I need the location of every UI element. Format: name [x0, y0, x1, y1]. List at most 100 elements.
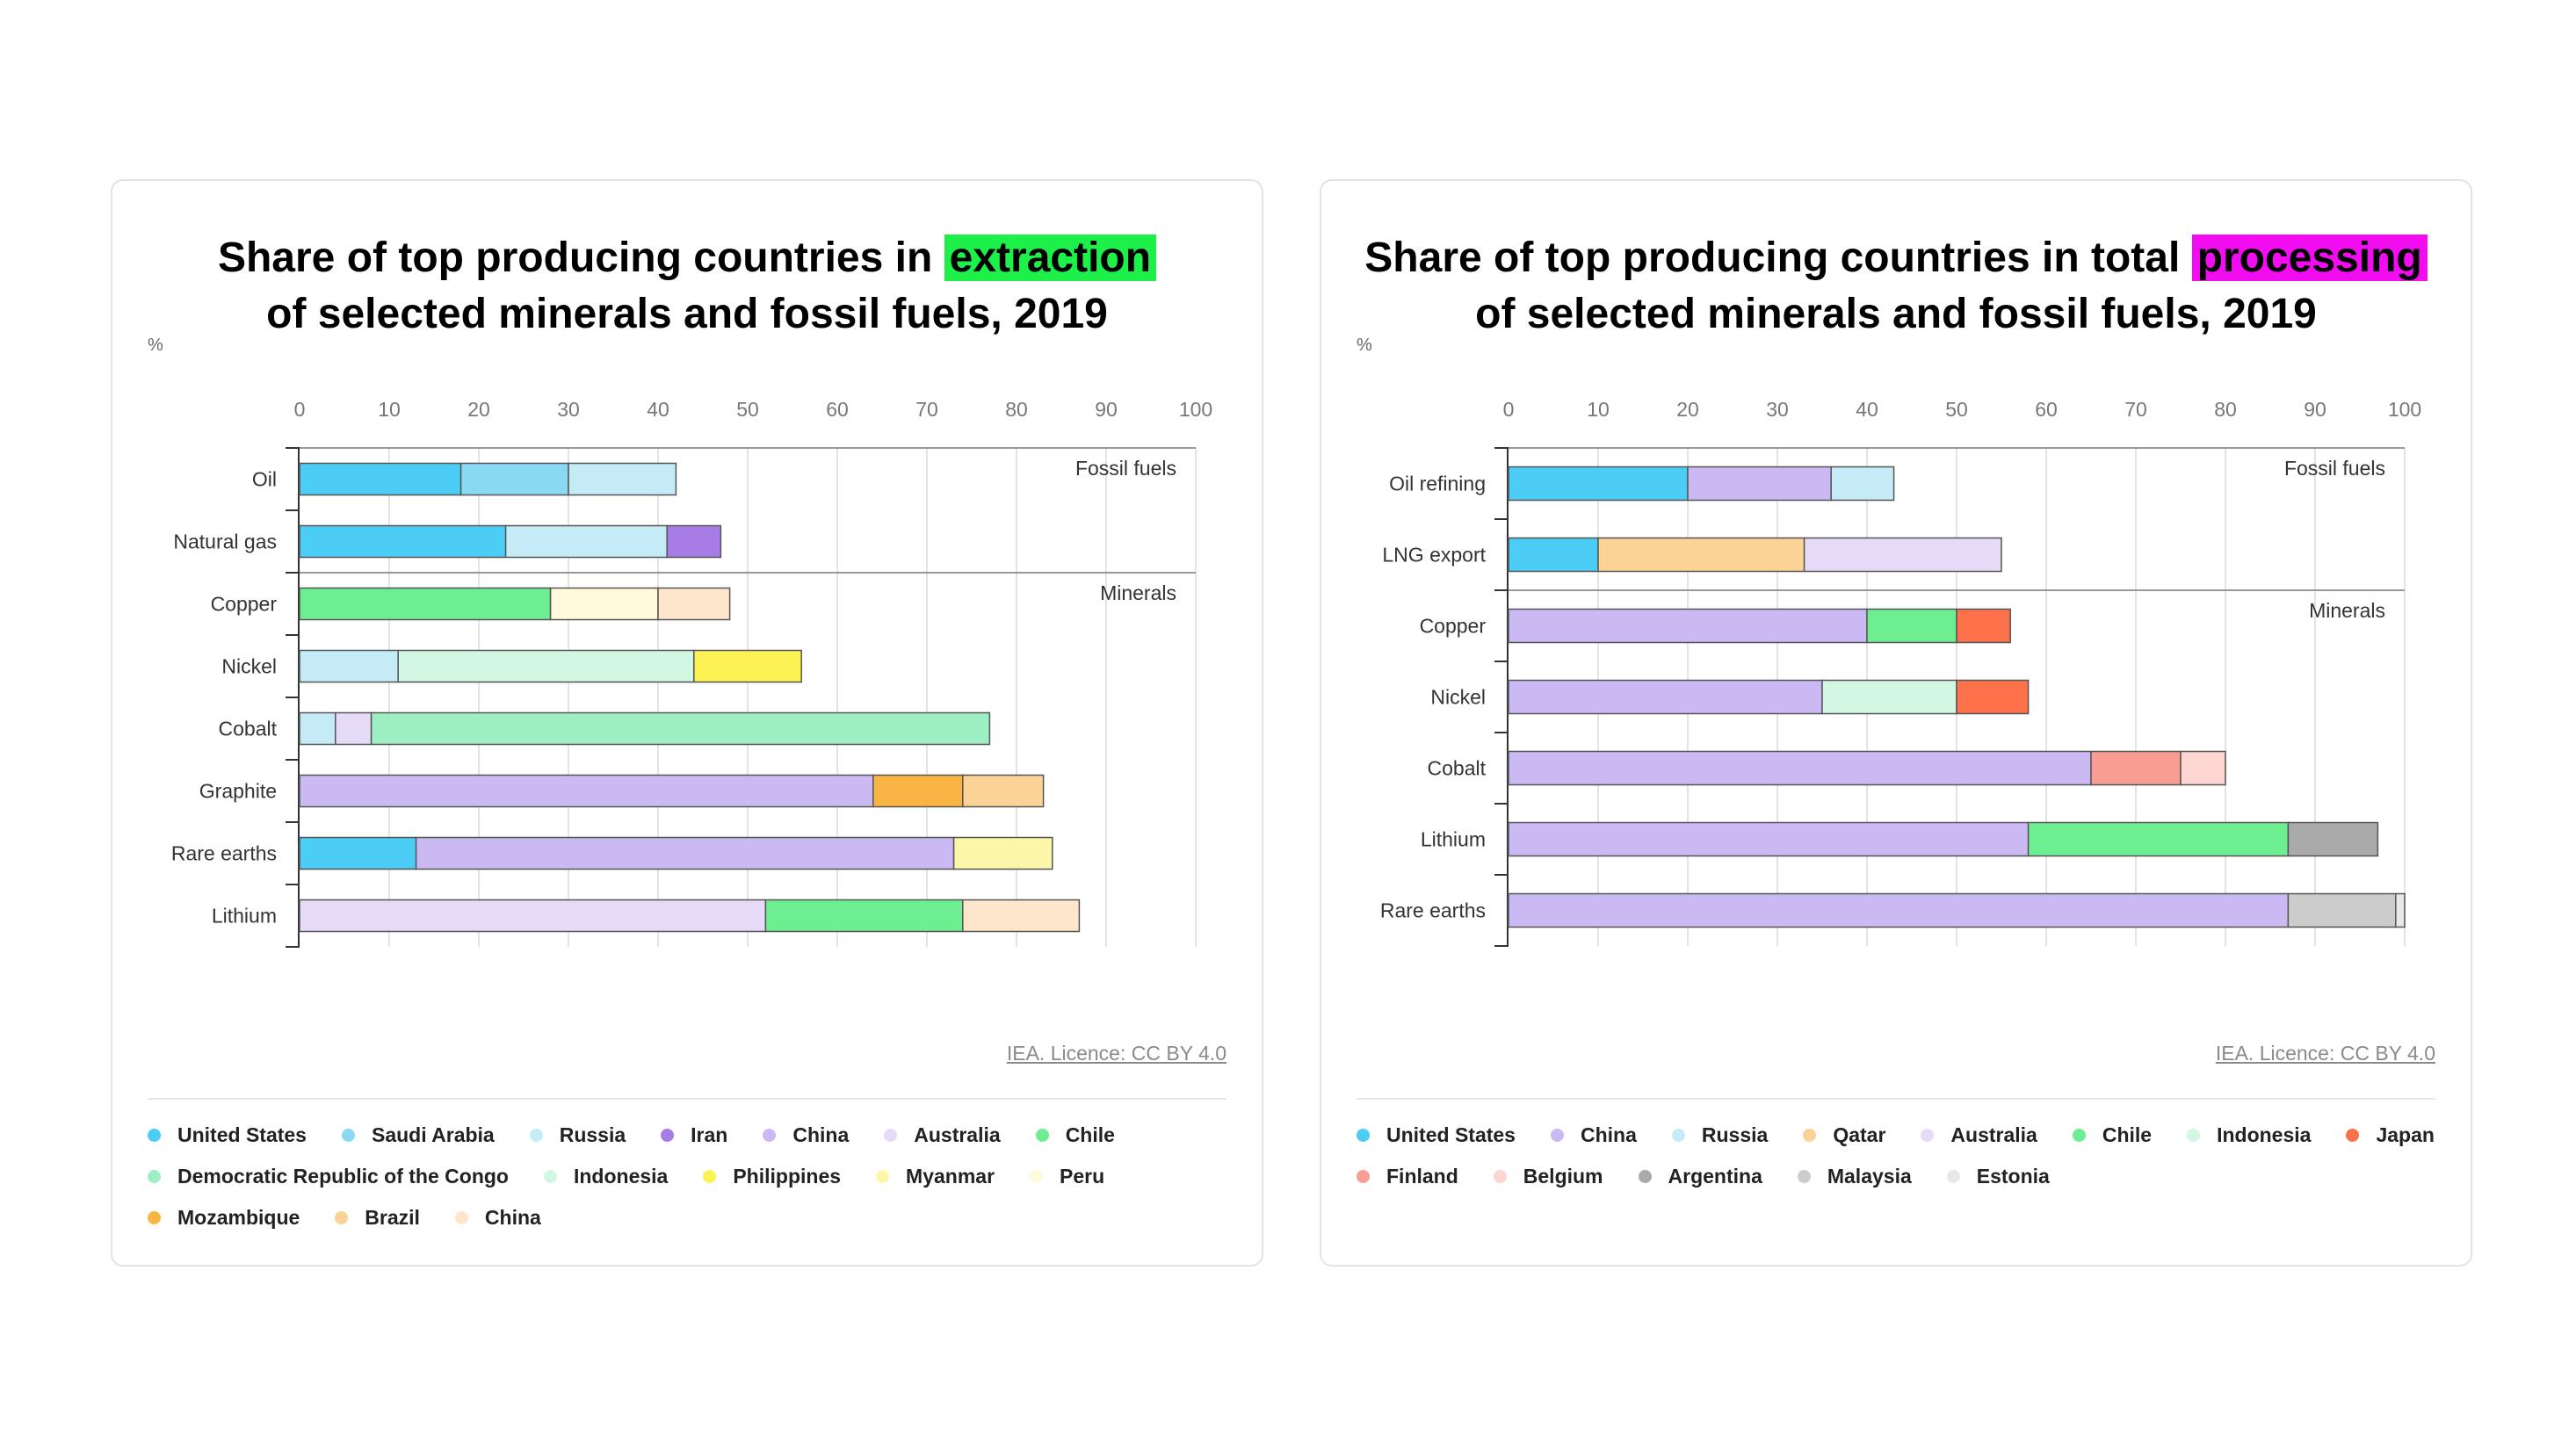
legend-item-democratic-republic-of-the-congo[interactable]: Democratic Republic of the Congo — [148, 1164, 509, 1189]
legend-label: United States — [1386, 1123, 1516, 1146]
x-tick-label: 50 — [1945, 398, 1968, 421]
bar-rare-earths-china — [1508, 892, 2290, 928]
legend-item-indonesia[interactable]: Indonesia — [543, 1164, 669, 1189]
processing-chart-card: Share of top producing countries in tota… — [1320, 179, 2472, 1267]
legend-item-chile[interactable]: Chile — [2072, 1123, 2153, 1148]
bar-nickel-indonesia — [397, 649, 695, 683]
bar-lng-export-united-states — [1508, 537, 1599, 573]
legend-label: Argentina — [1668, 1165, 1762, 1188]
legend-item-saudi-arabia[interactable]: Saudi Arabia — [341, 1123, 495, 1148]
bar-oil-saudi-arabia — [459, 462, 569, 496]
category-label-natural-gas: Natural gas — [173, 531, 277, 553]
x-tick-label: 80 — [1005, 398, 1028, 421]
legend-item-argentina[interactable]: Argentina — [1638, 1164, 1762, 1189]
legend-label: Indonesia — [573, 1165, 669, 1188]
extraction-bar-chart: 0 10 20 30 40 50 60 70 80 90 100 Fossil fuels Minera… — [171, 398, 1212, 948]
group-label-minerals: Minerals — [1100, 581, 1176, 604]
bar-lithium-chile — [764, 899, 964, 933]
bar-lng-export-qatar — [1597, 537, 1805, 573]
bar-rare-earths-myanmar — [952, 836, 1053, 870]
bar-natural-gas-iran — [666, 524, 722, 559]
title-part-3: of selected minerals and fossil fuels, 2… — [1475, 291, 2317, 337]
legend-label: Australia — [1950, 1123, 2037, 1146]
legend-label: Belgium — [1523, 1165, 1603, 1188]
legend-item-myanmar[interactable]: Myanmar — [876, 1164, 995, 1189]
x-tick-label: 0 — [1503, 398, 1515, 421]
legend-item-united-states[interactable]: United States — [148, 1123, 307, 1148]
legend-swatch — [876, 1170, 890, 1183]
legend-swatch — [1797, 1170, 1811, 1183]
bar-nickel-russia — [299, 649, 399, 683]
legend-item-finland[interactable]: Finland — [1357, 1164, 1458, 1189]
legend-item-united-states[interactable]: United States — [1357, 1123, 1516, 1148]
legend-item-malaysia[interactable]: Malaysia — [1797, 1164, 1912, 1189]
legend-item-estonia[interactable]: Estonia — [1946, 1164, 2050, 1189]
bar-natural-gas-russia — [504, 524, 668, 559]
title-part-1: Share of top producing countries in tota… — [1364, 235, 2192, 281]
legend-item-chile[interactable]: Chile — [1035, 1123, 1115, 1148]
legend-item-belgium[interactable]: Belgium — [1493, 1164, 1603, 1189]
x-tick-label: 20 — [1676, 398, 1699, 421]
legend-item-china[interactable]: China — [454, 1205, 541, 1231]
x-tick-label: 60 — [826, 398, 849, 421]
legend-label: Japan — [2376, 1123, 2435, 1146]
legend-item-china[interactable]: China — [763, 1123, 849, 1148]
title-part-3: of selected minerals and fossil fuels, 2… — [266, 291, 1108, 337]
legend-item-china[interactable]: China — [1550, 1123, 1637, 1148]
legend-swatch — [454, 1211, 468, 1224]
legend-label: Qatar — [1833, 1123, 1886, 1146]
x-tick-label: 70 — [2124, 398, 2147, 421]
x-tick-label: 30 — [557, 398, 580, 421]
legend-label: United States — [177, 1123, 307, 1146]
bar-lithium-china — [1508, 821, 2030, 857]
legend-swatch — [335, 1211, 349, 1224]
bar-nickel-philippines — [693, 649, 802, 683]
legend-swatch — [1671, 1129, 1685, 1142]
legend-divider — [148, 1098, 1226, 1100]
legend-swatch — [1921, 1129, 1935, 1142]
legend-swatch — [2346, 1129, 2360, 1142]
extraction-chart-card: Share of top producing countries in extr… — [111, 179, 1263, 1267]
legend-swatch — [1357, 1170, 1370, 1183]
legend-label: Finland — [1386, 1165, 1458, 1188]
category-label-cobalt: Cobalt — [1428, 757, 1487, 780]
legend-label: Iran — [691, 1123, 728, 1146]
legend-item-indonesia[interactable]: Indonesia — [2187, 1123, 2311, 1148]
legend-item-japan[interactable]: Japan — [2346, 1123, 2435, 1148]
bar-copper-chile — [1866, 608, 1957, 644]
credit-link[interactable]: IEA. Licence: CC BY 4.0 — [2215, 1042, 2435, 1065]
x-tick-label: 100 — [2388, 398, 2421, 421]
bar-lithium-australia — [299, 899, 767, 933]
unit-label: % — [1357, 336, 1372, 355]
legend-item-russia[interactable]: Russia — [1671, 1123, 1769, 1148]
x-tick-label: 0 — [294, 398, 306, 421]
x-tick-label: 90 — [1095, 398, 1118, 421]
legend-swatch — [2187, 1129, 2201, 1142]
bar-natural-gas-united-states — [299, 524, 507, 559]
legend-item-qatar[interactable]: Qatar — [1803, 1123, 1885, 1148]
legend-item-russia[interactable]: Russia — [529, 1123, 626, 1148]
x-tick-label: 10 — [1587, 398, 1610, 421]
credit-link[interactable]: IEA. Licence: CC BY 4.0 — [1006, 1042, 1226, 1065]
legend-item-mozambique[interactable]: Mozambique — [148, 1205, 300, 1231]
legend: United States Saudi Arabia Russia Iran China… — [148, 1123, 1235, 1231]
group-label-fossil-fuels: Fossil fuels — [1075, 457, 1176, 480]
legend-label: Russia — [1701, 1123, 1769, 1146]
bar-lithium-china — [962, 899, 1081, 933]
legend-item-philippines[interactable]: Philippines — [703, 1164, 841, 1189]
legend-label: Australia — [914, 1123, 1001, 1146]
legend-label: Russia — [559, 1123, 626, 1146]
bar-copper-peru — [549, 587, 659, 621]
legend-label: Peru — [1060, 1165, 1105, 1188]
legend-item-australia[interactable]: Australia — [1921, 1123, 2037, 1148]
legend-item-iran[interactable]: Iran — [661, 1123, 727, 1148]
bar-nickel-china — [1508, 679, 1823, 715]
legend-label: Chile — [1065, 1123, 1115, 1146]
x-tick-label: 50 — [736, 398, 759, 421]
legend-swatch — [148, 1170, 161, 1183]
legend-item-brazil[interactable]: Brazil — [335, 1205, 420, 1231]
legend-swatch — [543, 1170, 557, 1183]
legend-item-australia[interactable]: Australia — [884, 1123, 1001, 1148]
legend-item-peru[interactable]: Peru — [1030, 1164, 1104, 1189]
legend-label: Chile — [2102, 1123, 2153, 1146]
